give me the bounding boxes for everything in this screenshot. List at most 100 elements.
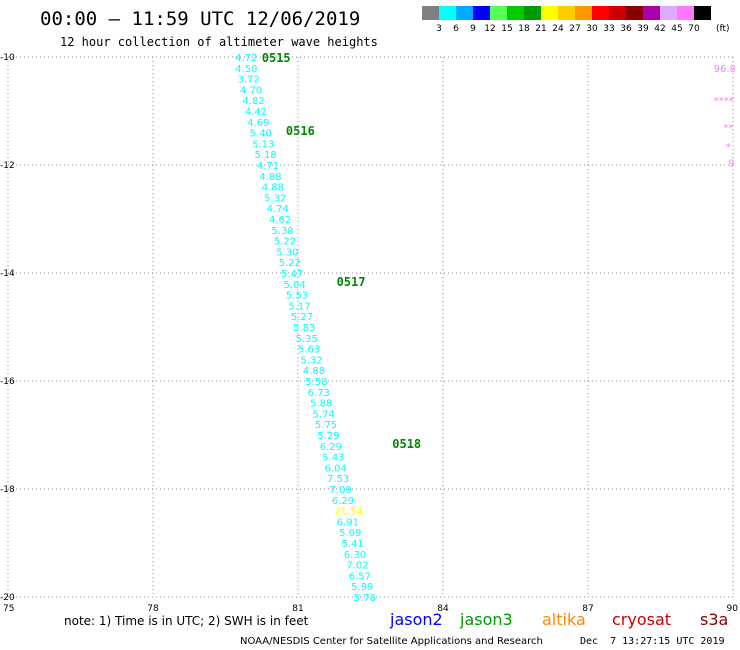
x-tick-label: 81	[292, 604, 303, 614]
swh-value: 5.78	[354, 593, 376, 604]
colorbar-swatch	[558, 6, 575, 20]
colorbar-tick: 3	[436, 24, 442, 34]
time-label: 0515	[262, 51, 291, 65]
swh-value: 4.88	[259, 172, 281, 183]
satellite-label: altika	[542, 610, 586, 629]
swh-value: 5.32	[300, 355, 322, 366]
time-labels: 0515 0516 0517 0518	[262, 51, 421, 451]
swh-value: 7.09	[329, 485, 351, 496]
swh-value: 4.88	[262, 183, 284, 194]
chart-title: 00:00 – 11:59 UTC 12/06/2019	[40, 8, 360, 30]
swh-value: 6.29	[332, 496, 354, 507]
x-tick-label: 87	[582, 604, 593, 614]
colorbar-swatch	[592, 6, 609, 20]
y-tick-label: -14	[0, 269, 15, 279]
y-tick-label: -18	[0, 485, 15, 495]
swh-value: 4.62	[269, 215, 291, 226]
swh-value: 5.63	[298, 345, 320, 356]
colorbar-tick: 33	[603, 24, 614, 34]
swh-value: 5.09	[339, 528, 361, 539]
track-points: 4.724.503.724.704.824.424.695.405.135.18…	[235, 53, 376, 604]
x-tick-label: 75	[3, 604, 14, 614]
colorbar-swatch	[660, 6, 677, 20]
x-tick-label: 90	[727, 604, 739, 614]
swh-value: 7.53	[327, 474, 349, 485]
colorbar-swatch	[422, 6, 439, 20]
footer-credit: NOAA/NESDIS Center for Satellite Applica…	[240, 636, 543, 647]
colorbar-tick: 36	[620, 24, 632, 34]
swh-value: 5.41	[342, 539, 364, 550]
swh-value: 5.88	[310, 399, 332, 410]
satellite-label: s3a	[700, 610, 728, 629]
colorbar-swatch	[609, 6, 626, 20]
plot-grid	[8, 57, 733, 597]
time-label: 0517	[337, 275, 366, 289]
swh-value: 4.88	[303, 366, 325, 377]
swh-value: 5.22	[279, 258, 301, 269]
swh-value: 4.82	[242, 96, 264, 107]
swh-value: 4.69	[247, 118, 269, 129]
time-label: 0516	[286, 124, 315, 138]
swh-value: 4.50	[235, 64, 257, 75]
colorbar-tick: 24	[552, 24, 564, 34]
swh-value: 6.04	[325, 463, 347, 474]
colorbar-tick: 27	[569, 24, 580, 34]
colorbar-swatch	[456, 6, 473, 20]
swh-value: 5.38	[271, 226, 293, 237]
colorbar-tick: 39	[637, 24, 649, 34]
swh-value: 5.22	[274, 237, 296, 248]
colorbar-tick: 42	[654, 24, 665, 34]
chart-subtitle: 12 hour collection of altimeter wave hei…	[60, 35, 378, 49]
swh-value: 5.18	[255, 150, 277, 161]
swh-value: 4.42	[245, 107, 267, 118]
colorbar-unit: (ft)	[716, 24, 730, 34]
colorbar-swatch	[626, 6, 643, 20]
swh-value: 6.91	[337, 517, 359, 528]
colorbar-swatch	[439, 6, 456, 20]
swh-value: 5.29	[317, 431, 339, 442]
swh-value: 6.57	[349, 571, 371, 582]
x-tick-label: 78	[147, 604, 159, 614]
colorbar-tick: 9	[470, 24, 476, 34]
colorbar-tick: 6	[453, 24, 459, 34]
swh-value: 4.74	[267, 204, 289, 215]
colorbar-swatch	[524, 6, 541, 20]
swh-value: 5.58	[305, 377, 327, 388]
colorbar-legend: 3 6 9 12 15 18 21 24 27 30 33 36 39 42 45 70	[422, 6, 711, 34]
colorbar-swatch	[643, 6, 660, 20]
plot-axes: 75 78 81 84 87 90 -10 -12 -14 -16 -18 -20	[0, 53, 738, 614]
colorbar-tick: 30	[586, 24, 598, 34]
swh-value: 6.73	[308, 388, 330, 399]
swh-value: 5.40	[250, 129, 272, 140]
swh-value: 6.29	[320, 442, 342, 453]
swh-value: 3.72	[238, 75, 260, 86]
edge-value: ****	[714, 96, 734, 107]
swh-value: 5.99	[351, 582, 373, 593]
swh-value: 5.43	[322, 453, 344, 464]
swh-value: 5.35	[296, 334, 318, 345]
y-tick-label: -16	[0, 377, 15, 387]
colorbar-swatch	[541, 6, 558, 20]
colorbar-swatch	[677, 6, 694, 20]
y-tick-label: -10	[0, 53, 15, 63]
swh-value: 5.83	[293, 323, 315, 334]
swh-value: 5.53	[286, 291, 308, 302]
y-tick-label: -20	[0, 593, 15, 603]
colorbar-swatch	[473, 6, 490, 20]
colorbar-tick: 21	[535, 24, 546, 34]
swh-value: 5.32	[264, 193, 286, 204]
edge-value: *	[726, 142, 731, 153]
colorbar-swatch	[507, 6, 524, 20]
x-tick-label: 84	[437, 604, 449, 614]
swh-value: 5.04	[284, 280, 306, 291]
y-tick-label: -12	[0, 161, 15, 171]
swh-value: 6.30	[344, 550, 366, 561]
footer-timestamp: Dec 7 13:27:15 UTC 2019	[580, 636, 725, 647]
colorbar-swatch	[575, 6, 592, 20]
swh-value: 5.47	[281, 269, 303, 280]
colorbar-tick: 45	[671, 24, 682, 34]
swh-value: 5.74	[313, 409, 335, 420]
edge-value: **	[723, 123, 733, 134]
swh-value: 5.27	[291, 312, 313, 323]
